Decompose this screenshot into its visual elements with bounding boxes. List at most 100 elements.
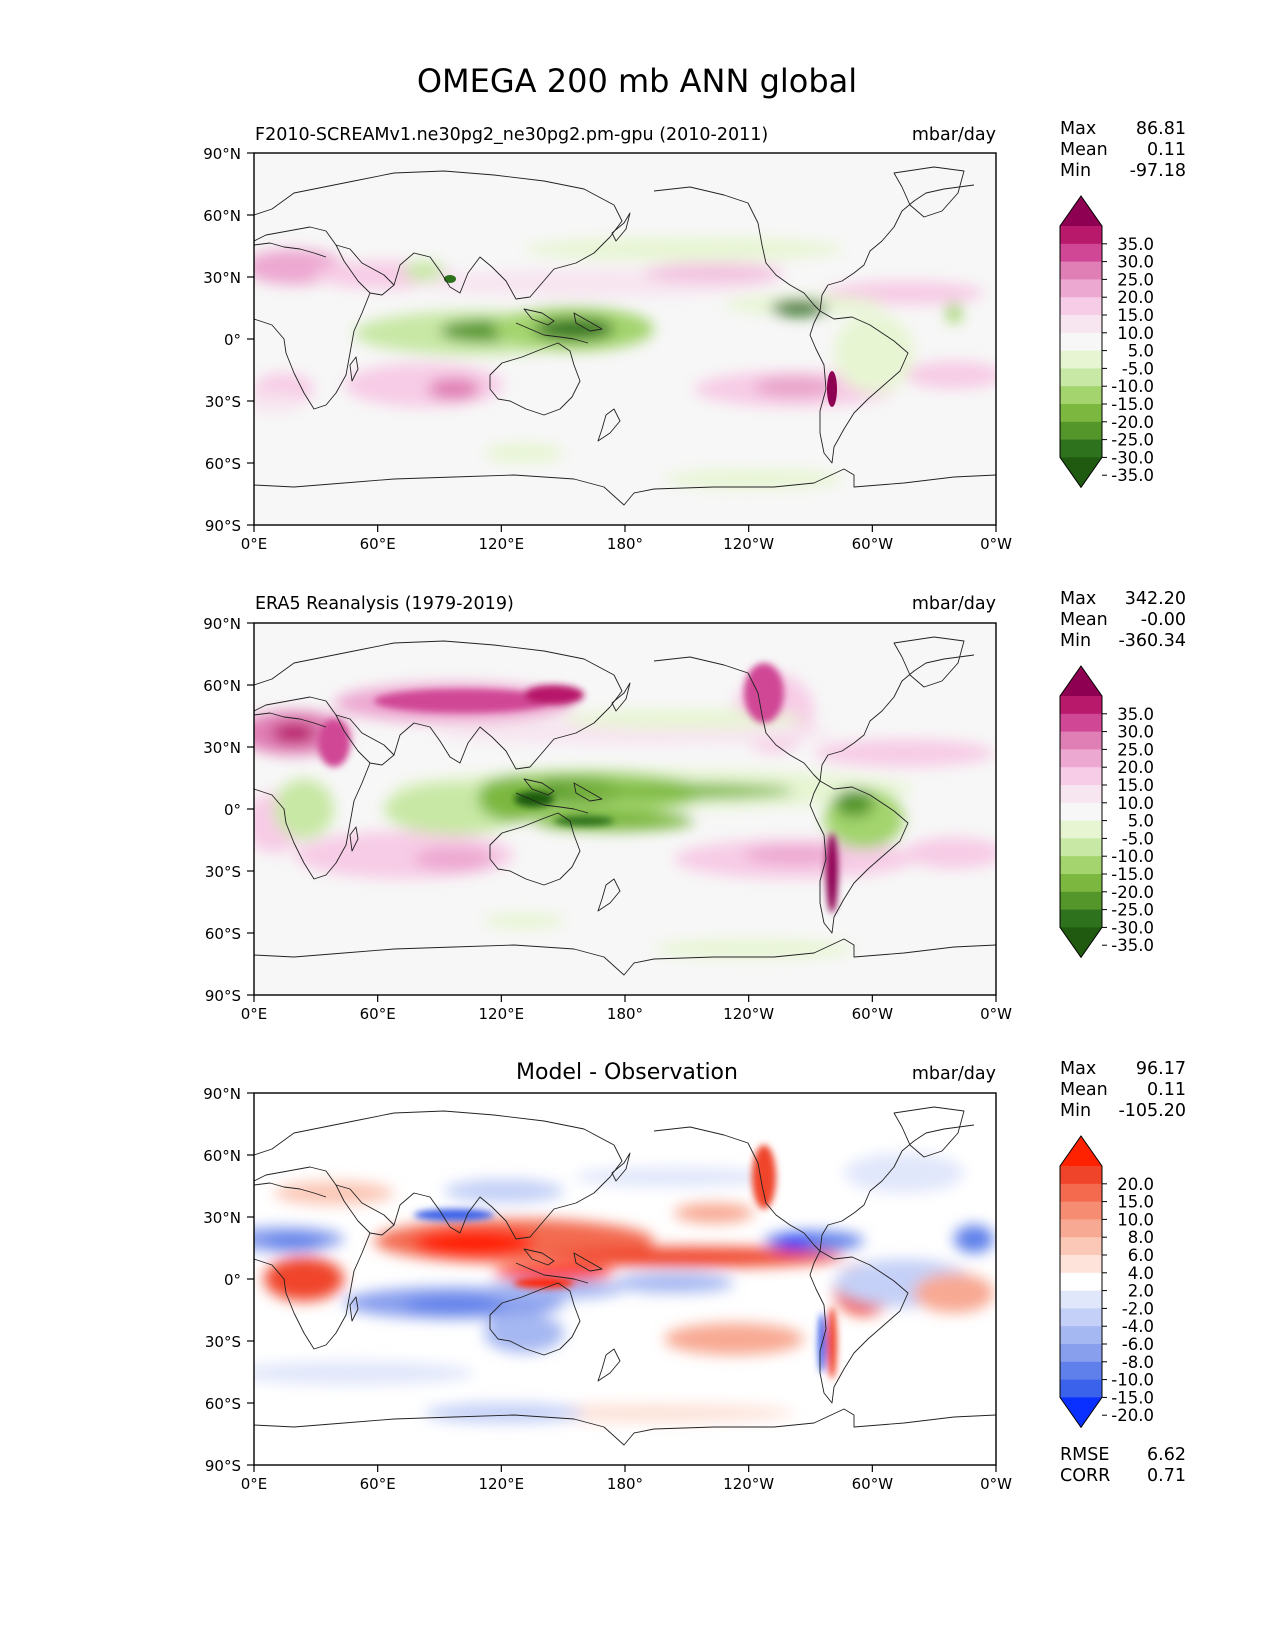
- colorbar-tick-label: 4.0: [1128, 1264, 1154, 1283]
- colorbar-tick-label: -30.0: [1111, 448, 1154, 467]
- colorbar-segment: [1060, 368, 1102, 387]
- colorbar-segment: [1060, 1379, 1102, 1398]
- colorbar-tick-label: 15.0: [1117, 1193, 1154, 1212]
- colorbar-segment: [1060, 767, 1102, 786]
- colorbar-tick-label: 2.0: [1128, 1282, 1154, 1301]
- stat-label: Min: [1060, 161, 1091, 181]
- colorbar-tick-label: -8.0: [1122, 1353, 1154, 1372]
- lon-tick-label: 0°W: [980, 1005, 1012, 1023]
- lon-tick-label: 0°E: [241, 1005, 268, 1023]
- lon-tick-label: 120°E: [479, 1475, 525, 1493]
- latitude-axis: 90°N 60°N 30°N 0° 30°S 60°S 90°S: [203, 145, 254, 535]
- stat-value: 86.81: [1136, 119, 1186, 139]
- figure-title: OMEGA 200 mb ANN global: [417, 62, 857, 100]
- panel-center-title: Model - Observation: [516, 1060, 738, 1085]
- colorbar-segment: [1060, 315, 1102, 334]
- colorbar-tick-label: -20.0: [1111, 1406, 1154, 1425]
- colorbar-segment: [1060, 261, 1102, 280]
- lon-tick-label: 0°W: [980, 535, 1012, 553]
- colorbar-segment: [1060, 1201, 1102, 1220]
- colorbar-segment: [1060, 749, 1102, 768]
- lat-tick-label: 90°N: [203, 145, 241, 163]
- colorbar-tick-label: 5.0: [1128, 812, 1154, 831]
- colorbar-segment: [1060, 713, 1102, 732]
- colorbar-tick-label: -6.0: [1122, 1335, 1154, 1354]
- stat-value: -97.18: [1130, 161, 1186, 181]
- lon-tick-label: 120°W: [723, 535, 774, 553]
- colorbar-extend-top: [1060, 666, 1102, 696]
- panel-units: mbar/day: [912, 594, 996, 614]
- colorbar-segment: [1060, 1272, 1102, 1291]
- colorbar-segment: [1060, 439, 1102, 458]
- lon-tick-label: 180°: [607, 535, 643, 553]
- colorbar-tick-label: -10.0: [1111, 377, 1154, 396]
- colorbar-segment: [1060, 731, 1102, 750]
- colorbar-tick-label: -20.0: [1111, 883, 1154, 902]
- panel-units: mbar/day: [912, 125, 996, 145]
- stats-block: Max 96.17 Mean 0.11 Min -105.20: [1060, 1059, 1186, 1121]
- stat-value: 0.11: [1147, 1080, 1186, 1100]
- lon-tick-label: 60°E: [360, 535, 396, 553]
- colorbar-segment: [1060, 226, 1102, 245]
- colorbar-segment: [1060, 1219, 1102, 1238]
- lon-tick-label: 120°E: [479, 1005, 525, 1023]
- colorbar-segment: [1060, 279, 1102, 298]
- stat-label: Mean: [1060, 1080, 1108, 1100]
- longitude-axis: 0°E 60°E 120°E 180° 120°W 60°W 0°W: [241, 525, 1012, 553]
- colorbar-tick-label: -5.0: [1122, 359, 1154, 378]
- colorbar-tick-label: -15.0: [1111, 395, 1154, 414]
- panel-units: mbar/day: [912, 1064, 996, 1084]
- lat-tick-label: 0°: [224, 801, 241, 819]
- colorbar-segment: [1060, 1290, 1102, 1309]
- stat-value: 96.17: [1136, 1059, 1186, 1079]
- colorbar-tick-label: -30.0: [1111, 918, 1154, 937]
- colorbar-tick-label: 30.0: [1117, 253, 1154, 272]
- lat-tick-label: 60°S: [205, 925, 241, 943]
- lon-tick-label: 60°W: [852, 1475, 894, 1493]
- stat-value: -360.34: [1118, 631, 1186, 651]
- stat-label: Mean: [1060, 610, 1108, 630]
- colorbar-segment: [1060, 1183, 1102, 1202]
- colorbar-segment: [1060, 1361, 1102, 1380]
- colorbar-tick-label: 25.0: [1117, 740, 1154, 759]
- lat-tick-label: 0°: [224, 1271, 241, 1289]
- longitude-axis: 0°E 60°E 120°E 180° 120°W 60°W 0°W: [241, 1465, 1012, 1493]
- colorbar-tick-label: -10.0: [1111, 1371, 1154, 1390]
- colorbar-tick-label: 20.0: [1117, 288, 1154, 307]
- colorbar: 35.030.025.020.015.010.05.0-5.0-10.0-15.…: [1059, 195, 1154, 489]
- colorbar-tick-label: -5.0: [1122, 829, 1154, 848]
- colorbar-segment: [1060, 243, 1102, 262]
- lat-tick-label: 60°S: [205, 455, 241, 473]
- lat-tick-label: 30°N: [203, 269, 241, 287]
- lon-tick-label: 120°E: [479, 535, 525, 553]
- colorbar-extend-bottom: [1060, 1397, 1102, 1428]
- lon-tick-label: 60°E: [360, 1475, 396, 1493]
- stat-label: Min: [1060, 631, 1091, 651]
- colorbar-tick-label: 8.0: [1128, 1228, 1154, 1247]
- stat-value: -0.00: [1141, 610, 1186, 630]
- colorbar-segment: [1060, 297, 1102, 316]
- colorbar-tick-label: 25.0: [1117, 270, 1154, 289]
- colorbar: 20.015.010.08.06.04.02.0-2.0-4.0-6.0-8.0…: [1059, 1135, 1154, 1429]
- colorbar-tick-label: -25.0: [1111, 431, 1154, 450]
- colorbar-segment: [1060, 696, 1102, 715]
- longitude-axis: 0°E 60°E 120°E 180° 120°W 60°W 0°W: [241, 995, 1012, 1023]
- colorbar-tick-label: 35.0: [1117, 235, 1154, 254]
- stat-label: Max: [1060, 119, 1096, 139]
- rmse-corr-block: RMSE 6.62 CORR 0.71: [1060, 1445, 1186, 1486]
- colorbar-segment: [1060, 802, 1102, 821]
- colorbar-tick-label: 10.0: [1117, 1210, 1154, 1229]
- lat-tick-label: 90°S: [205, 1457, 241, 1475]
- lon-tick-label: 120°W: [723, 1005, 774, 1023]
- stat-label: Max: [1060, 589, 1096, 609]
- colorbar-tick-label: 15.0: [1117, 306, 1154, 325]
- colorbar-tick-label: -35.0: [1111, 466, 1154, 485]
- stat-label: CORR: [1060, 1466, 1110, 1486]
- colorbar-extend-top: [1060, 196, 1102, 226]
- colorbar-extend-bottom: [1060, 457, 1102, 488]
- stat-value: 0.71: [1147, 1466, 1186, 1486]
- stats-block: Max 86.81 Mean 0.11 Min -97.18: [1060, 119, 1186, 181]
- colorbar-tick-label: -15.0: [1111, 865, 1154, 884]
- lat-tick-label: 60°N: [203, 207, 241, 225]
- lat-tick-label: 60°N: [203, 677, 241, 695]
